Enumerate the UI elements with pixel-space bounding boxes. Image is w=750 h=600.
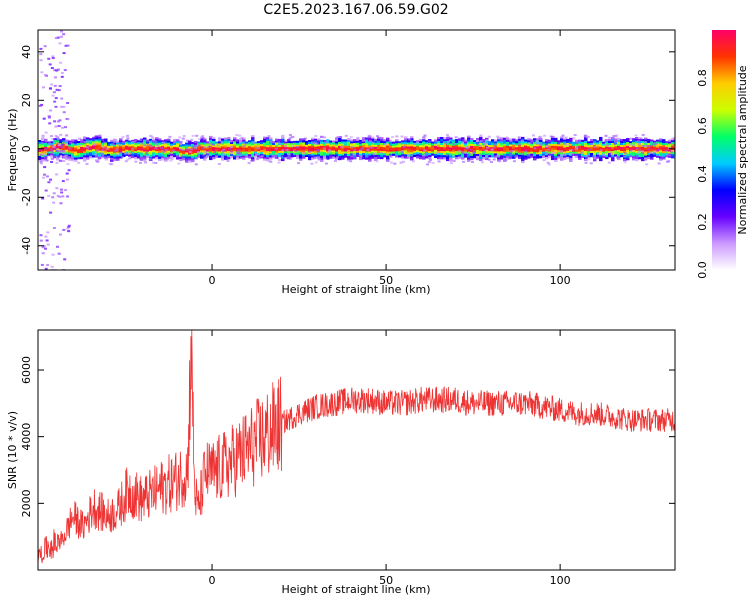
y-tick-label: -20: [20, 188, 33, 206]
x-tick-label: 0: [209, 274, 216, 287]
spectrogram-x-axis-label: Height of straight line (km): [281, 283, 430, 296]
snr-series-line: [38, 330, 675, 564]
x-tick-label: 0: [209, 574, 216, 587]
colorbar-tick-label: 0.4: [696, 165, 709, 183]
snr-x-ticks: 0 50 100: [209, 330, 571, 587]
colorbar-label: Normalized spectral amplitude: [736, 65, 749, 234]
snr-y-axis-label: SNR (10 * v/v): [6, 411, 19, 489]
y-tick-label: -40: [20, 237, 33, 255]
y-tick-label: 0: [20, 145, 33, 152]
colorbar: 0.0 0.2 0.4 0.6 0.8 Normalized spectral ampl…: [696, 30, 749, 279]
figure-title: C2E5.2023.167.06.59.G02: [263, 2, 448, 18]
x-tick-label: 100: [550, 574, 571, 587]
spectrogram-panel: 0 50 100 -40 -20 0 20 40 Height of straight li…: [6, 29, 676, 296]
y-tick-label: 4000: [20, 423, 33, 451]
x-tick-label: 100: [550, 274, 571, 287]
x-tick-label: 50: [379, 274, 393, 287]
spectrogram-heatmap: [38, 30, 675, 270]
snr-panel: 0 50 100 2000 4000 6000 Height of straight l…: [6, 329, 676, 596]
y-tick-label: 6000: [20, 356, 33, 384]
y-tick-label: 2000: [20, 489, 33, 517]
x-tick-label: 50: [379, 574, 393, 587]
snr-y-ticks: 2000 4000 6000: [20, 356, 675, 517]
y-tick-label: 40: [20, 45, 33, 59]
spectrogram-x-ticks: 0 50 100: [209, 30, 571, 287]
spectrogram-y-ticks: -40 -20 0 20 40: [20, 45, 675, 255]
colorbar-fill: [712, 30, 736, 270]
snr-frame: [37, 329, 676, 571]
spectrogram-y-axis-label: Frequency (Hz): [6, 109, 19, 192]
y-tick-label: 20: [20, 93, 33, 107]
colorbar-tick-label: 0.6: [696, 117, 709, 135]
colorbar-ticks: 0.0 0.2 0.4 0.6 0.8: [696, 69, 709, 279]
snr-x-axis-label: Height of straight line (km): [281, 583, 430, 596]
spectrogram-frame: [37, 29, 676, 271]
colorbar-tick-label: 0.0: [696, 261, 709, 279]
colorbar-tick-label: 0.2: [696, 213, 709, 231]
colorbar-tick-label: 0.8: [696, 69, 709, 87]
